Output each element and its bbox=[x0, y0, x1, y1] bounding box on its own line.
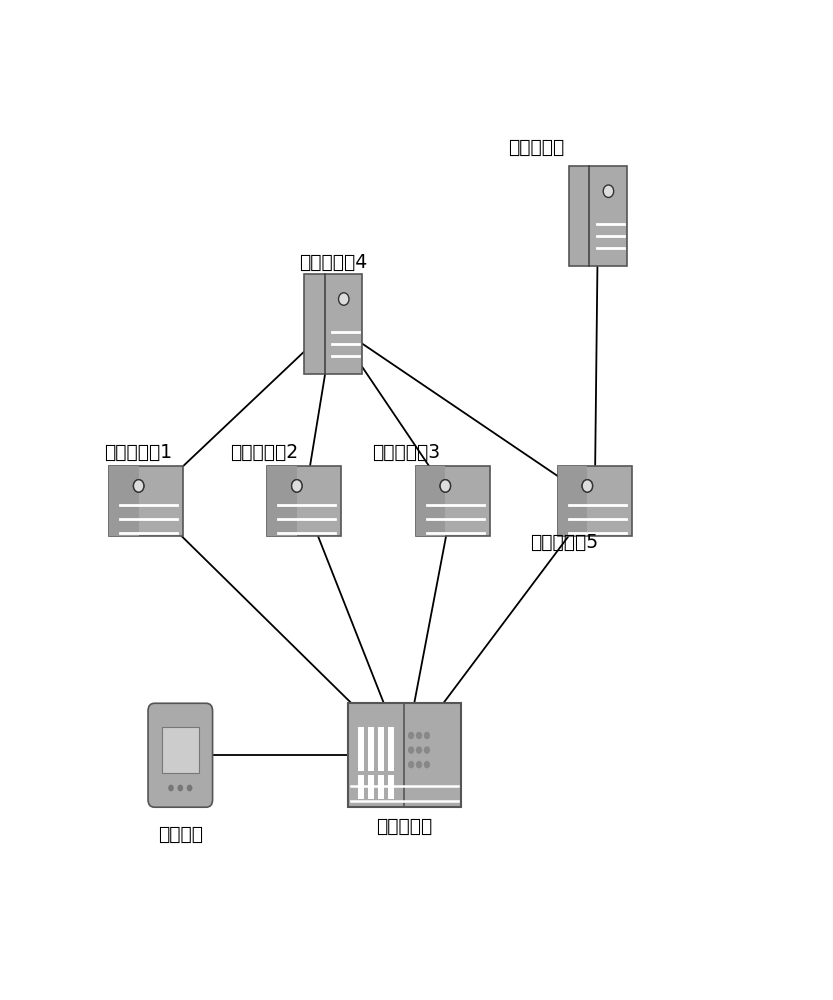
Text: 用户终端: 用户终端 bbox=[157, 825, 202, 844]
Bar bbox=[368, 775, 374, 799]
Circle shape bbox=[338, 293, 349, 305]
Circle shape bbox=[416, 732, 422, 739]
Bar bbox=[109, 466, 138, 536]
Bar bbox=[569, 166, 627, 266]
Bar bbox=[109, 466, 183, 536]
Bar bbox=[304, 274, 362, 374]
Bar bbox=[388, 727, 395, 771]
Circle shape bbox=[292, 480, 302, 492]
Circle shape bbox=[603, 185, 614, 197]
Text: 节点服务吃3: 节点服务吃3 bbox=[372, 443, 440, 462]
Circle shape bbox=[177, 785, 183, 791]
Text: 应用服务器: 应用服务器 bbox=[507, 137, 564, 156]
Circle shape bbox=[582, 480, 592, 492]
Bar bbox=[557, 466, 632, 536]
Circle shape bbox=[416, 761, 422, 768]
Text: 节点服务吃4: 节点服务吃4 bbox=[299, 253, 367, 272]
Circle shape bbox=[408, 746, 414, 754]
Text: 节点服务吃5: 节点服务吃5 bbox=[531, 532, 598, 551]
Bar bbox=[357, 727, 364, 771]
Bar bbox=[162, 727, 199, 773]
Bar bbox=[416, 466, 446, 536]
Bar bbox=[348, 703, 461, 807]
Bar bbox=[416, 466, 490, 536]
Circle shape bbox=[292, 480, 302, 492]
Text: 管理服务器: 管理服务器 bbox=[377, 817, 432, 836]
Circle shape bbox=[424, 732, 430, 739]
Circle shape bbox=[424, 761, 430, 768]
Bar bbox=[557, 466, 587, 536]
Circle shape bbox=[133, 480, 144, 492]
Bar bbox=[388, 775, 395, 799]
Bar bbox=[368, 727, 374, 771]
Bar bbox=[267, 466, 342, 536]
Bar bbox=[378, 727, 384, 771]
Circle shape bbox=[440, 480, 451, 492]
Circle shape bbox=[582, 480, 592, 492]
FancyBboxPatch shape bbox=[148, 703, 212, 807]
Bar bbox=[267, 466, 297, 536]
Circle shape bbox=[133, 480, 144, 492]
Bar bbox=[357, 775, 364, 799]
Circle shape bbox=[416, 746, 422, 754]
Circle shape bbox=[408, 732, 414, 739]
Circle shape bbox=[424, 746, 430, 754]
Circle shape bbox=[187, 785, 192, 791]
Circle shape bbox=[168, 785, 174, 791]
Text: 节点服务吃1: 节点服务吃1 bbox=[104, 443, 172, 462]
Text: 节点服务吃2: 节点服务吃2 bbox=[230, 443, 298, 462]
Circle shape bbox=[408, 761, 414, 768]
Circle shape bbox=[440, 480, 451, 492]
Bar bbox=[378, 775, 384, 799]
